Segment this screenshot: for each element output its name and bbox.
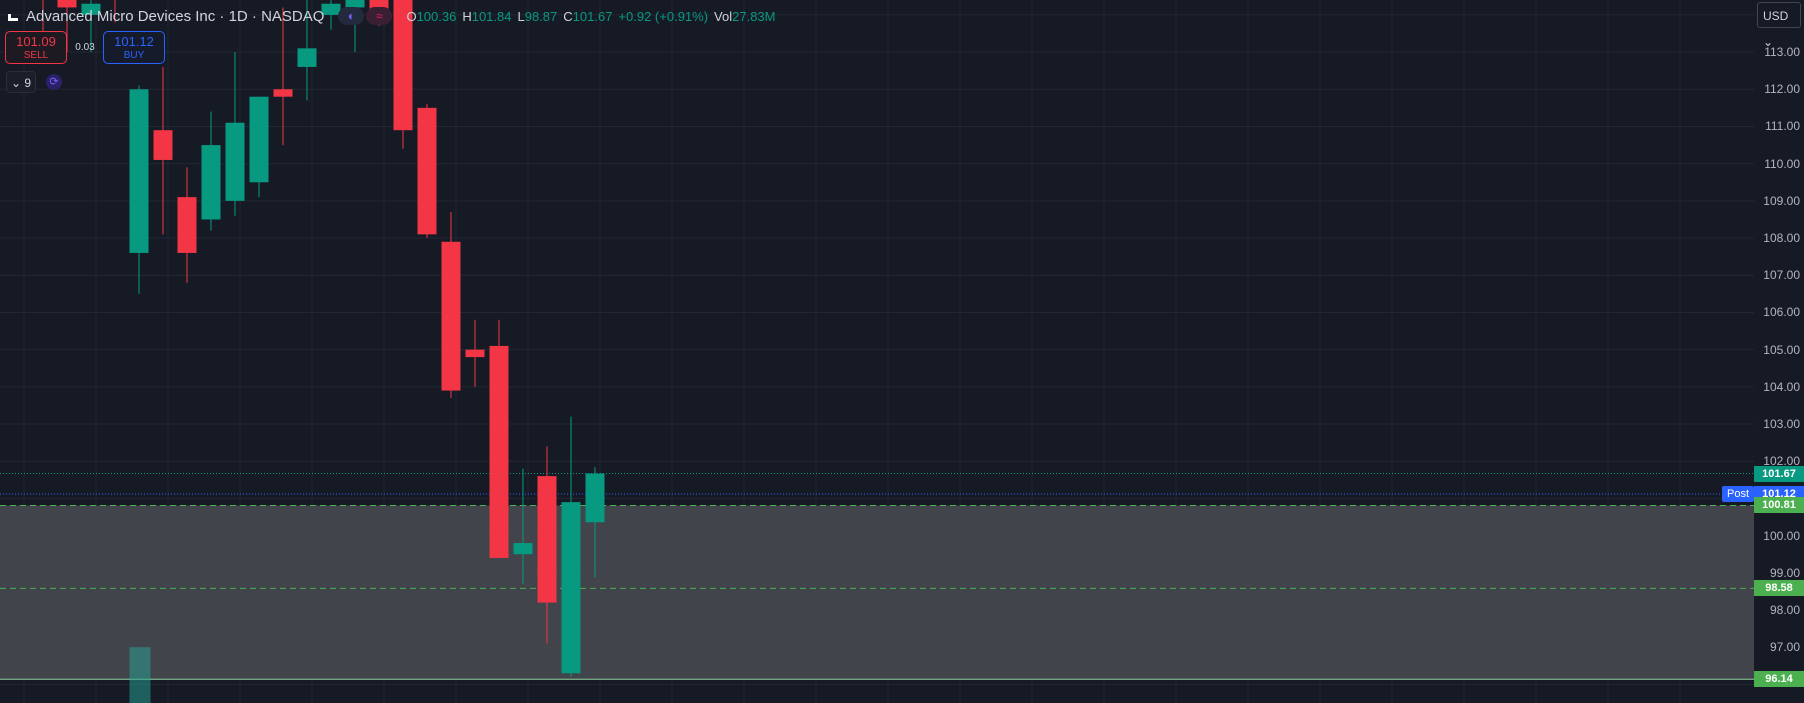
price-tick-label: 98.00 — [1769, 603, 1800, 617]
price-tick-label: 100.00 — [1763, 528, 1800, 543]
candle-body — [345, 0, 365, 8]
close-value: 101.67 — [572, 8, 613, 24]
price-tick-label: 107.00 — [1763, 268, 1800, 283]
candle-body — [465, 349, 485, 358]
symbol-legend: Advanced Micro Devices Inc · 1D · NASDAQ… — [8, 4, 776, 28]
candle-body — [57, 0, 77, 8]
price-level-label: 101.67 — [1754, 465, 1804, 482]
candle-body — [201, 145, 221, 220]
candle-body — [297, 48, 317, 67]
indicators-count: 9 — [24, 76, 32, 90]
refresh-icon[interactable]: ⟳ — [46, 74, 62, 90]
spread-value: 0.03 — [75, 42, 95, 53]
candle-body — [561, 502, 581, 674]
buy-price: 101.12 — [114, 34, 154, 49]
candle-body — [441, 241, 461, 391]
candle-body — [81, 3, 101, 15]
candles — [42, 0, 605, 677]
candle-body — [225, 122, 245, 201]
price-tick-label: 113.00 — [1764, 45, 1800, 60]
candle-body — [129, 89, 149, 253]
open-value: 100.36 — [416, 8, 457, 24]
price-tick-label: 97.00 — [1769, 640, 1800, 655]
change-value: +0.92 (+0.91%) — [618, 8, 709, 24]
price-tick-label: 112.00 — [1764, 82, 1800, 97]
volume-value: 27.83M — [732, 8, 776, 24]
symbol-title[interactable]: Advanced Micro Devices Inc · 1D · NASDAQ — [26, 7, 325, 25]
candle-body — [177, 197, 197, 253]
price-tick-label: 106.00 — [1763, 305, 1800, 320]
low-value: 98.87 — [524, 8, 558, 24]
low-label: L — [517, 8, 525, 24]
price-level-label: 98.58 — [1754, 580, 1804, 597]
chevron-down-icon: ⌄ — [10, 76, 22, 90]
price-level-label: 96.14 — [1754, 671, 1804, 688]
price-tick-label: 108.00 — [1763, 231, 1800, 246]
buy-label: BUY — [123, 50, 145, 61]
price-zone — [0, 505, 1754, 680]
price-tick-label: 104.00 — [1763, 379, 1800, 394]
candle-body — [321, 3, 341, 15]
trade-panel: 101.09 SELL 0.03 101.12 BUY — [5, 31, 165, 64]
volume-bar — [129, 647, 151, 703]
candle-body — [513, 543, 533, 555]
sell-label: SELL — [23, 50, 49, 61]
high-value: 101.84 — [471, 8, 512, 24]
volume-label: Vol — [714, 8, 733, 24]
price-tick-label: 110.00 — [1764, 156, 1800, 171]
close-label: C — [563, 8, 573, 24]
price-tick-label: 99.00 — [1769, 565, 1800, 580]
candle-body — [273, 89, 293, 97]
price-tick-label: 111.00 — [1765, 119, 1800, 134]
price-tick-label: 105.00 — [1763, 342, 1800, 357]
candle-body — [489, 345, 509, 558]
market-status-icon[interactable]: ◐ — [338, 7, 365, 25]
indicators-toggle-button[interactable]: ⌄ 9 — [6, 71, 36, 93]
candle-body — [417, 107, 437, 235]
sell-button[interactable]: 101.09 SELL — [5, 31, 67, 64]
price-tick-label: 102.00 — [1763, 454, 1800, 469]
sell-price: 101.09 — [16, 34, 56, 49]
currency-selector[interactable]: USD ⌄ — [1757, 2, 1801, 49]
high-label: H — [462, 8, 472, 24]
chevron-down-icon: ⌄ — [1763, 35, 1774, 49]
price-level-label: 100.81 — [1754, 497, 1804, 514]
candle-body — [153, 130, 173, 160]
open-label: O — [406, 8, 417, 24]
candle-body — [537, 476, 557, 603]
data-delay-icon[interactable]: ≈ — [366, 7, 393, 25]
price-tick-label: 109.00 — [1763, 193, 1800, 208]
candle-body — [249, 96, 269, 183]
candle-body — [393, 0, 413, 131]
price-tick-label: 103.00 — [1763, 417, 1800, 432]
candle-body — [585, 473, 605, 523]
price-axis[interactable]: 114.00113.00112.00111.00110.00109.00108.… — [1754, 0, 1804, 703]
buy-button[interactable]: 101.12 BUY — [103, 31, 165, 64]
currency-label: USD — [1763, 9, 1789, 23]
amd-logo-icon — [8, 14, 18, 21]
ohlc-values: O100.36 H101.84 L98.87 C101.67 +0.92 (+0… — [406, 9, 775, 24]
price-chart[interactable] — [0, 0, 1754, 703]
post-market-label: Post — [1722, 485, 1754, 502]
